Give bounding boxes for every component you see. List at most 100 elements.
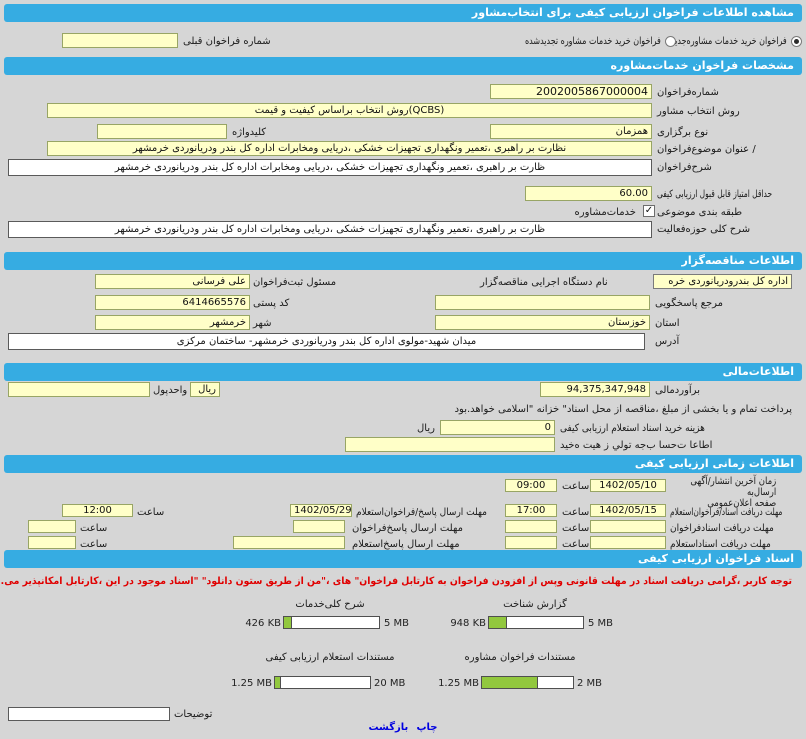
call-reply-send-time-field[interactable] — [28, 520, 76, 533]
subject-title-field[interactable]: نظارت بر راهبری ،تعمیر ونگهداری تجهیزات … — [47, 141, 652, 156]
currency-label: واحدپول — [153, 385, 188, 396]
page-title: مشاهده اطلاعات فراخوان ارزیابی کیفی برای… — [4, 4, 802, 22]
keyword-field[interactable] — [97, 124, 227, 139]
doc-cost-label: هزینه خرید اسناد استعلام ارزیابی کیفی — [560, 423, 705, 434]
radio-renewed-call-label: فراخوان خرید خدمات مشاوره تجدیدشده — [525, 36, 661, 47]
section-header-specs: مشخصات فراخوان خدمات‌مشاوره — [4, 57, 802, 75]
subject-category-label: طبقه بندی موضوعی — [657, 207, 743, 218]
radio-renewed-call[interactable] — [665, 36, 676, 47]
section-header-documents: اسناد فراخوان ارزیابی کیفی — [4, 550, 802, 568]
city-label: شهر — [253, 318, 272, 329]
upload-progressbar-recognition-report — [488, 616, 584, 629]
previous-call-number-field[interactable] — [62, 33, 178, 48]
upload-label-recognition-report: گزارش شناخت — [503, 599, 567, 610]
upload-max-consulting-call-docs: 2 MB — [577, 678, 603, 689]
upload-max-recognition-report: 5 MB — [588, 618, 614, 629]
upload-current-recognition-report: 948 KB — [450, 618, 486, 629]
province-field[interactable]: خوزستان — [435, 315, 650, 330]
previous-call-number-label: شماره فراخوان قبلی — [183, 36, 271, 47]
upload-current-consulting-call-docs: 1.25 MB — [438, 678, 479, 689]
financial-estimate-field[interactable]: 94,375,347,948 — [540, 382, 650, 397]
upload-label-inquiry-docs: مستندات استعلام ارزیابی کیفی — [265, 652, 395, 663]
call-reply-send-label: مهلت ارسال پاسخ‌فراخوان — [352, 523, 463, 534]
doc-cost-field[interactable]: 0 — [440, 420, 555, 435]
doc-receive-deadline-time-field[interactable]: 17:00 — [505, 504, 557, 517]
account-info-label: اطاعا ت‌حسا ب‌جه تولي ز هيت ه‌خيد — [560, 440, 713, 451]
activity-scope-field[interactable]: ظارت بر راهبری ،تعمیر ونگهداری تجهیزات خ… — [8, 221, 652, 238]
registrar-label: مسئول ثبت‌فراخوان — [253, 277, 337, 288]
inquiry-doc-receive-time-field[interactable] — [505, 536, 557, 549]
inquiry-reply-send-label: مهلت ارسال پاسخ‌استعلام — [352, 539, 460, 550]
agency-name-field[interactable]: اداره کل بندرودریانوردی خره — [653, 274, 792, 289]
footer-links: چاپ بازگشت — [0, 722, 806, 733]
consulting-services-checkbox-label: خدمات‌مشاوره — [574, 207, 636, 218]
upload-label-consulting-call-docs: مستندات فراخوان مشاوره — [464, 652, 576, 663]
subject-title-label: / عنوان موضوع‌فراخوان — [657, 144, 756, 155]
call-doc-receive-label: مهلت دریافت اسنادفراخوان — [670, 523, 774, 534]
upload-current-services-description: 426 KB — [245, 618, 281, 629]
call-doc-receive-date-field[interactable] — [590, 520, 666, 533]
reply-send-deadline-date-field[interactable]: 1402/05/29 — [290, 504, 352, 517]
currency-value-field[interactable]: ریال — [190, 382, 220, 397]
province-label: استان — [655, 318, 680, 329]
postal-code-field[interactable]: 6414665576 — [95, 295, 250, 310]
publish-time-label: زمان آخرین انتشار/آگهی ارسال‌به صفحه اعل… — [670, 476, 776, 509]
doc-receive-deadline-date-field[interactable]: 1402/05/15 — [590, 504, 666, 517]
publish-time-label-line1: زمان آخرین انتشار/آگهی ارسال‌به — [690, 476, 777, 498]
currency-extra-field[interactable] — [8, 382, 150, 397]
account-info-field[interactable] — [345, 437, 555, 452]
upload-progressfill-recognition-report — [489, 617, 507, 628]
consulting-services-checkbox[interactable] — [643, 205, 655, 217]
hour-label: ساعت — [562, 539, 590, 550]
inquiry-doc-receive-date-field[interactable] — [590, 536, 666, 549]
doc-receive-deadline-label: مهلت دریافت اسناد/فراخوان‌استعلام — [670, 507, 783, 518]
upload-progressbar-inquiry-docs — [274, 676, 371, 689]
city-field[interactable]: خرمشهر — [95, 315, 250, 330]
holding-type-label: نوع برگزاری — [657, 127, 709, 138]
call-description-label: شرح‌فراخوان — [657, 162, 712, 173]
postal-code-label: کد پستی — [253, 298, 290, 309]
registrar-field[interactable]: علی فرسانی — [95, 274, 250, 289]
publish-time-field[interactable]: 09:00 — [505, 479, 557, 492]
min-score-field[interactable]: 60.00 — [525, 186, 652, 201]
financial-estimate-label: برآوردمالی — [655, 385, 700, 396]
notes-field[interactable] — [8, 707, 170, 721]
call-description-field[interactable]: ظارت بر راهبری ،تعمیر ونگهداری تجهیزات خ… — [8, 159, 652, 176]
inquiry-doc-receive-label: مهلت دریافت اسناداستعلام — [670, 539, 771, 550]
call-doc-receive-time-field[interactable] — [505, 520, 557, 533]
hour-label: ساعت — [80, 539, 108, 550]
selection-method-label: روش انتخاب مشاور — [657, 106, 740, 117]
upload-current-inquiry-docs: 1.25 MB — [231, 678, 272, 689]
call-number-field[interactable]: 2002005867000004 — [490, 84, 652, 99]
upload-progressfill-services-description — [284, 617, 292, 628]
selection-method-field[interactable]: (QCBS)روش انتخاب براساس کیفیت و قیمت — [47, 103, 652, 118]
inquiry-reply-send-date-field[interactable] — [233, 536, 345, 549]
radio-new-call[interactable] — [791, 36, 802, 47]
upload-progressfill-consulting-call-docs — [482, 677, 539, 688]
upload-max-services-description: 5 MB — [384, 618, 410, 629]
reply-send-deadline-time-field[interactable]: 12:00 — [62, 504, 133, 517]
print-link[interactable]: چاپ — [416, 722, 438, 733]
inquiry-reply-send-time-field[interactable] — [28, 536, 76, 549]
holding-type-field[interactable]: همزمان — [490, 124, 652, 139]
min-score-label: حداقل امتیاز قابل قبول ارزیابی کیفی — [657, 189, 773, 200]
documents-warning: توجه کاربر ،گرامی دریافت اسناد در مهلت ق… — [0, 576, 792, 587]
upload-label-services-description: شرح کلی‌خدمات — [295, 599, 365, 610]
payment-note: پرداخت تمام و یا بخشی از مبلغ ،مناقصه از… — [454, 404, 792, 415]
reply-authority-field[interactable] — [435, 295, 650, 310]
upload-progressbar-services-description — [283, 616, 380, 629]
upload-progressfill-inquiry-docs — [275, 677, 281, 688]
upload-max-inquiry-docs: 20 MB — [374, 678, 406, 689]
address-field[interactable]: میدان شهید-مولوی اداره کل بندر ودریانورد… — [8, 333, 645, 350]
agency-name-label: نام دستگاه اجرایی مناقصه‌گزار — [480, 277, 608, 288]
keyword-label: کلیدواژه — [232, 127, 267, 138]
publish-date-field[interactable]: 1402/05/10 — [590, 479, 666, 492]
call-reply-send-date-field[interactable] — [293, 520, 345, 533]
radio-new-call-label: فراخوان خرید خدمات مشاوره‌جدید — [671, 36, 787, 47]
notes-label: توضیحات — [174, 709, 213, 720]
publish-time-label-line2: صفحه اعلان‌عمومی — [707, 498, 777, 509]
section-header-timing: اطلاعات زمانی ارزیابی کیفی — [4, 455, 802, 473]
reply-authority-label: مرجع پاسخگویی — [655, 298, 724, 309]
section-header-financial: اطلاعات‌مالی — [4, 363, 802, 381]
back-link[interactable]: بازگشت — [368, 722, 409, 733]
